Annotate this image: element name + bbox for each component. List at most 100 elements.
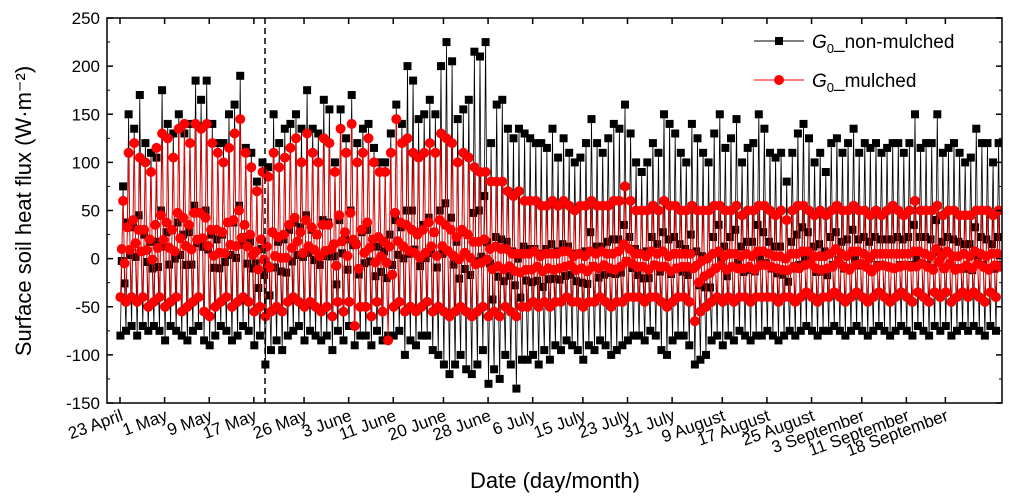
data-point	[718, 341, 727, 350]
data-point	[584, 341, 593, 350]
data-point	[313, 157, 324, 168]
data-point	[648, 139, 657, 148]
data-point	[236, 232, 247, 243]
data-point	[261, 360, 270, 369]
data-point	[181, 260, 190, 269]
data-point	[791, 331, 800, 340]
data-point	[336, 105, 345, 114]
data-point	[647, 233, 656, 241]
data-point	[746, 336, 755, 345]
data-point	[314, 129, 323, 138]
data-point	[579, 355, 588, 364]
data-point	[445, 370, 454, 379]
data-point	[587, 115, 596, 124]
data-point	[154, 292, 165, 303]
data-point	[724, 331, 733, 340]
data-point	[280, 124, 289, 133]
data-point	[904, 205, 915, 216]
data-point	[205, 341, 214, 350]
data-point	[162, 133, 173, 144]
data-point	[264, 163, 273, 172]
data-point	[140, 157, 151, 168]
data-point	[119, 182, 128, 191]
data-point	[710, 129, 719, 138]
x-tick-label: 1 May	[120, 406, 170, 440]
data-point	[397, 119, 406, 128]
data-point	[235, 114, 246, 125]
data-point	[147, 148, 155, 157]
data-point	[165, 260, 174, 269]
data-point	[798, 223, 807, 232]
data-point	[306, 326, 315, 335]
y-tick-label: 150	[72, 105, 100, 124]
data-point	[511, 311, 522, 322]
data-point	[317, 336, 326, 345]
data-point	[658, 228, 667, 237]
y-tick-label: 250	[72, 9, 100, 28]
data-point	[469, 208, 478, 217]
data-point	[255, 331, 264, 340]
data-point	[523, 355, 532, 364]
data-point	[665, 119, 674, 128]
data-point	[387, 269, 398, 280]
data-point	[909, 220, 918, 229]
data-point	[841, 331, 850, 340]
data-point	[894, 139, 903, 148]
data-point	[725, 233, 734, 241]
data-point	[439, 360, 448, 369]
data-point	[372, 296, 382, 307]
data-point	[947, 331, 956, 340]
data-point	[515, 124, 523, 133]
data-point	[618, 341, 627, 350]
data-point	[242, 241, 253, 252]
data-point	[478, 346, 487, 355]
data-point	[174, 110, 183, 119]
data-point	[931, 244, 942, 254]
data-point	[244, 326, 253, 335]
data-point	[278, 229, 289, 240]
data-point	[570, 158, 579, 167]
data-point	[784, 277, 793, 286]
data-point	[488, 295, 497, 304]
data-point	[527, 278, 536, 287]
data-point	[824, 326, 833, 335]
legend-sub-mulched: 0	[827, 80, 834, 95]
data-point	[653, 205, 664, 216]
data-point	[230, 100, 239, 109]
data-point	[568, 341, 577, 350]
data-point	[933, 110, 942, 119]
y-tick-label: 50	[81, 202, 100, 221]
data-point	[276, 267, 285, 276]
data-point	[590, 346, 599, 355]
data-point	[916, 143, 925, 152]
data-point	[456, 350, 465, 359]
data-point	[377, 267, 385, 276]
data-point	[919, 326, 928, 335]
data-point	[130, 238, 141, 249]
data-point	[686, 230, 695, 239]
data-point	[369, 157, 379, 168]
data-point	[302, 128, 313, 139]
data-point	[212, 147, 223, 158]
data-point	[819, 326, 828, 335]
data-point	[706, 283, 714, 292]
data-point	[927, 139, 936, 148]
data-point	[980, 331, 989, 340]
data-point	[306, 222, 317, 233]
legend-label-mulched: G0_mulched	[812, 71, 916, 95]
data-point	[674, 331, 683, 340]
data-point	[167, 224, 177, 235]
data-point	[796, 326, 805, 335]
data-point	[866, 143, 875, 152]
series-layer	[115, 38, 1002, 393]
data-point	[644, 274, 653, 283]
data-point	[870, 233, 879, 241]
data-point	[534, 360, 543, 369]
data-point	[562, 336, 571, 345]
data-point	[282, 268, 291, 277]
data-point	[561, 271, 569, 280]
data-point	[548, 124, 557, 133]
data-point	[291, 133, 301, 144]
data-point	[886, 331, 895, 340]
data-point	[893, 233, 901, 241]
